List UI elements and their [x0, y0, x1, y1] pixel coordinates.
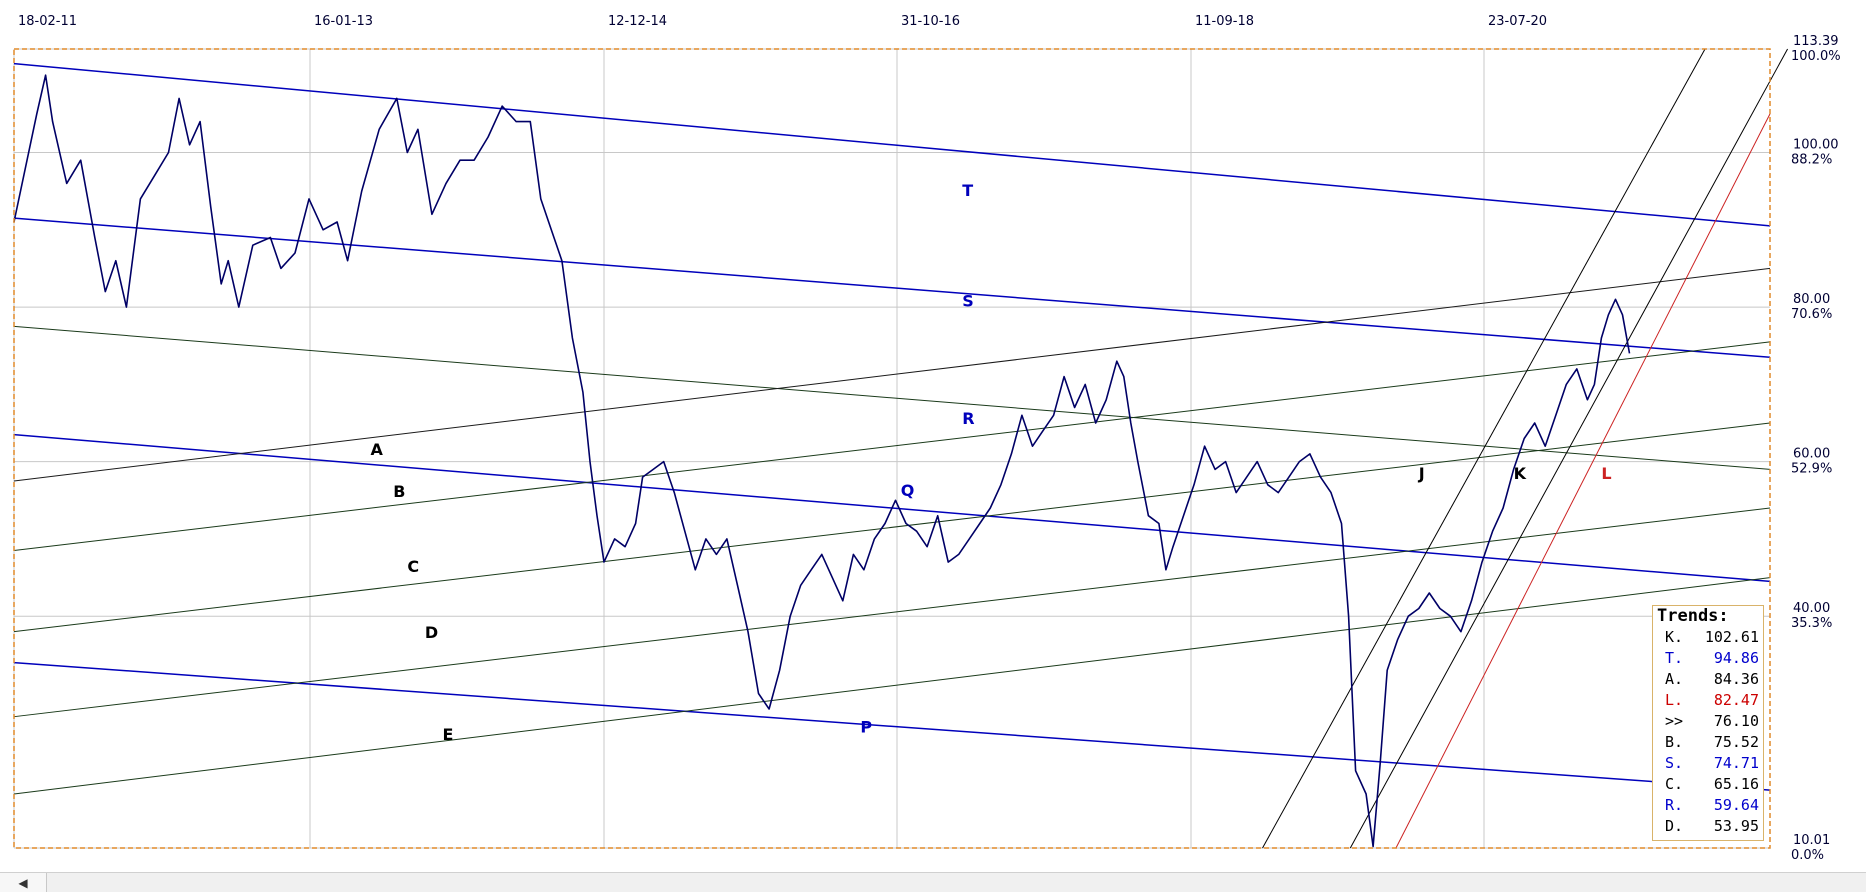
trend-label-t: T [962, 181, 973, 200]
legend-value: 74.71 [1713, 754, 1759, 772]
y-tick-percent: 35.3% [1791, 616, 1832, 631]
y-tick-value: 10.01 [1793, 833, 1830, 848]
legend-key: S. [1665, 754, 1684, 772]
trend-line-p [13, 661, 1771, 791]
y-tick-percent: 70.6% [1791, 307, 1832, 322]
horizontal-scrollbar[interactable]: ◀ [0, 872, 1866, 892]
legend-row: R. 59.64 [1657, 795, 1759, 816]
legend-value: 59.64 [1713, 796, 1759, 814]
trend-line-b [13, 341, 1771, 552]
legend-key: >> [1665, 712, 1684, 730]
trend-line-c [13, 422, 1771, 633]
trend-line-e [13, 577, 1771, 795]
x-tick-label: 31-10-16 [901, 14, 960, 29]
trend-label-k: K [1514, 464, 1527, 483]
y-tick-percent: 100.0% [1791, 49, 1841, 64]
legend-key: D. [1665, 817, 1684, 835]
legend-rows: K. 102.61 T. 94.86 A. 84.36 L. 82.47 >> 76.10 B. 75… [1657, 627, 1759, 837]
x-tick-label: 11-09-18 [1195, 14, 1254, 29]
legend-key: K. [1665, 628, 1684, 646]
legend-row: S. 74.71 [1657, 753, 1759, 774]
x-tick-label: 16-01-13 [314, 14, 373, 29]
x-tick-label: 18-02-11 [18, 14, 77, 29]
trend-line-t [13, 62, 1771, 227]
y-tick-value: 80.00 [1793, 292, 1830, 307]
trends-legend: Trends: K. 102.61 T. 94.86 A. 84.36 L. 82.47 >> 7… [1652, 605, 1764, 841]
y-tick-value: 40.00 [1793, 601, 1830, 616]
legend-key: A. [1665, 670, 1684, 688]
legend-key: C. [1665, 775, 1684, 793]
trend-label-s: S [962, 292, 974, 311]
trend-line-j [1262, 48, 1706, 849]
y-tick-percent: 52.9% [1791, 462, 1832, 477]
legend-value: 76.10 [1713, 712, 1759, 730]
legend-value: 75.52 [1713, 733, 1759, 751]
legend-value: 84.36 [1713, 670, 1759, 688]
legend-value: 53.95 [1713, 817, 1759, 835]
trend-label-a: A [370, 440, 383, 459]
arrow-left-icon: ◀ [18, 875, 28, 890]
trend-label-c: C [407, 557, 419, 576]
trend-label-p: P [860, 718, 872, 737]
legend-title: Trends: [1657, 606, 1729, 626]
trend-label-q: Q [901, 481, 915, 500]
trend-label-r: R [962, 409, 974, 428]
trend-line-r [13, 325, 1771, 470]
legend-key: B. [1665, 733, 1684, 751]
trend-label-e: E [442, 725, 453, 744]
legend-key: R. [1665, 796, 1684, 814]
price-series-line [13, 74, 1631, 848]
trend-line-k [1349, 48, 1788, 849]
legend-row: >> 76.10 [1657, 711, 1759, 732]
trend-label-d: D [425, 623, 438, 642]
legend-value: 94.86 [1713, 649, 1759, 667]
scroll-left-button[interactable]: ◀ [0, 873, 47, 892]
legend-value: 65.16 [1713, 775, 1759, 793]
legend-value: 82.47 [1713, 691, 1759, 709]
y-tick-percent: 0.0% [1791, 848, 1824, 863]
y-tick-value: 113.39 [1793, 34, 1839, 49]
chart-canvas: 18-02-11 16-01-13 12-12-14 31-10-16 11-09-18… [13, 14, 1841, 863]
legend-row: L. 82.47 [1657, 690, 1759, 711]
x-tick-label: 12-12-14 [608, 14, 667, 29]
trend-line-s [13, 217, 1771, 359]
legend-row: C. 65.16 [1657, 774, 1759, 795]
trend-line-d [13, 507, 1771, 718]
y-tick-value: 60.00 [1793, 447, 1830, 462]
legend-row: A. 84.36 [1657, 669, 1759, 690]
trend-line-a [13, 267, 1771, 482]
x-tick-label: 23-07-20 [1488, 14, 1547, 29]
trend-label-j: J [1418, 464, 1425, 483]
y-tick-percent: 88.2% [1791, 152, 1832, 167]
legend-value: 102.61 [1704, 628, 1759, 646]
trend-label-b: B [393, 482, 405, 501]
trend-label-l: L [1601, 464, 1611, 483]
legend-row: T. 94.86 [1657, 648, 1759, 669]
legend-row: D. 53.95 [1657, 816, 1759, 837]
legend-key: T. [1665, 649, 1684, 667]
y-tick-value: 100.00 [1793, 137, 1839, 152]
legend-key: L. [1665, 691, 1684, 709]
trend-line-l [1395, 113, 1771, 849]
legend-row: K. 102.61 [1657, 627, 1759, 648]
plot-frame [13, 48, 1771, 849]
legend-row: B. 75.52 [1657, 732, 1759, 753]
